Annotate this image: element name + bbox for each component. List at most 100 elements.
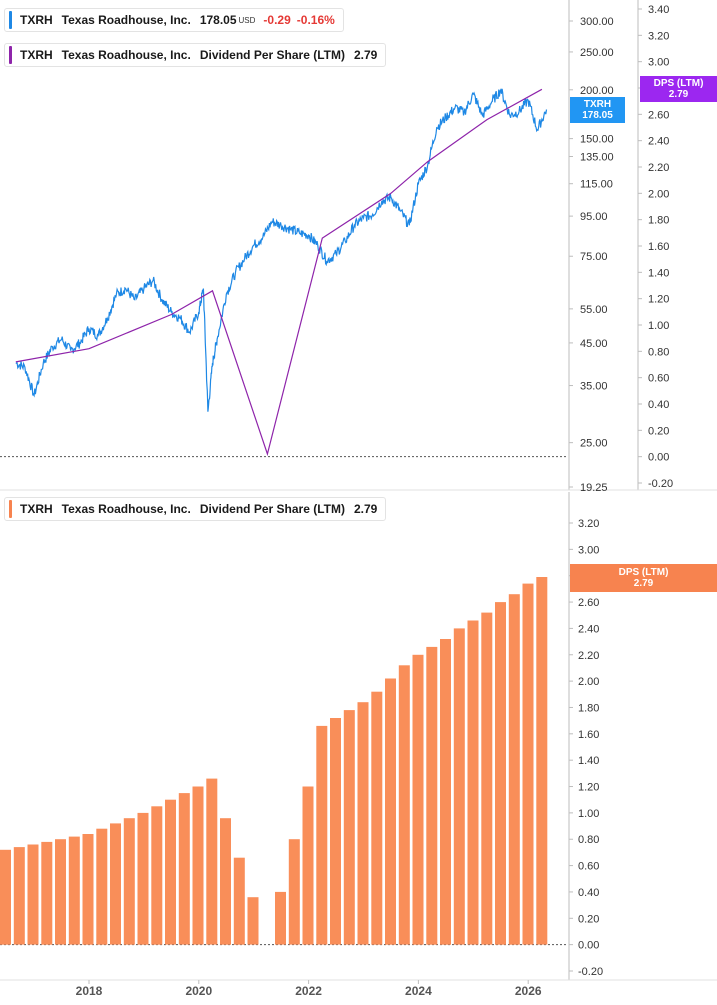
dps-axis-tick-label: 1.00 <box>648 320 669 332</box>
price-axis-tick-label: 25.00 <box>580 438 608 450</box>
dps-bar <box>495 602 506 945</box>
dps-top-tag: DPS (LTM) 2.79 <box>640 76 717 102</box>
price-axis-tick-label: 150.00 <box>580 134 614 146</box>
bar-axis-tick-label: 0.20 <box>578 913 599 925</box>
price-axis-tick-label: 55.00 <box>580 304 608 316</box>
price-axis-tick-label: 19.25 <box>580 482 608 494</box>
bar-axis-tick-label: 0.40 <box>578 887 599 899</box>
dps-legend-top[interactable]: TXRH Texas Roadhouse, Inc. Dividend Per … <box>4 43 387 67</box>
x-axis-tick-label: 2020 <box>185 984 212 998</box>
dps-bar <box>508 594 520 945</box>
x-axis-tick-label: 2024 <box>405 984 432 998</box>
legend-change-pct: -0.16% <box>296 13 335 27</box>
price-line <box>15 88 548 412</box>
price-axis-tick-label: 200.00 <box>580 85 614 97</box>
dps-axis-tick-label: 0.00 <box>648 452 669 464</box>
price-axis-tick-label: 135.00 <box>580 151 614 163</box>
dps-bar <box>371 691 383 945</box>
dps-bar <box>481 612 493 945</box>
bar-axis-tick-label: 2.40 <box>578 623 599 635</box>
legend-company-name: Texas Roadhouse, Inc. <box>61 13 191 27</box>
legend-change: -0.29 <box>263 13 291 27</box>
dps-bottom-tag-label: DPS (LTM) <box>618 567 669 578</box>
txrh-price-tag: TXRH 178.05 <box>570 97 625 123</box>
dps-line <box>15 88 543 457</box>
bar-axis-tick-label: 0.00 <box>578 940 599 952</box>
dps-axis-tick-label: 2.20 <box>648 162 669 174</box>
bar-axis-tick-label: 3.20 <box>578 518 599 530</box>
txrh-tag-price: 178.05 <box>582 110 613 121</box>
bar-axis-tick-label: 1.80 <box>578 702 599 714</box>
dps-bar <box>522 583 534 945</box>
dps-bar <box>275 891 286 945</box>
dps-bar <box>453 628 465 945</box>
legend-currency: USD <box>238 15 256 25</box>
dps-axis-tick-label: 1.40 <box>648 267 669 279</box>
dps-bar <box>440 639 451 945</box>
dps-bar <box>316 725 328 945</box>
legend-metric: Dividend Per Share (LTM) <box>199 502 345 516</box>
bar-axis-tick-label: 2.60 <box>578 597 599 609</box>
dps-legend-bottom[interactable]: TXRH Texas Roadhouse, Inc. Dividend Per … <box>4 497 387 521</box>
dps-bar <box>288 839 300 945</box>
dps-bar <box>233 857 245 945</box>
legend-metric: Dividend Per Share (LTM) <box>199 48 345 62</box>
dps-bar <box>96 828 108 945</box>
dps-bar <box>151 806 163 945</box>
dps-bar <box>247 897 259 945</box>
dps-top-tag-value: 2.79 <box>668 89 689 100</box>
dps-axis-tick-label: 1.60 <box>648 241 669 253</box>
dps-bar <box>137 812 149 945</box>
dps-axis-tick-label: 0.60 <box>648 373 669 385</box>
dps-bar <box>426 646 438 945</box>
x-axis-tick-label: 2022 <box>295 984 322 998</box>
dps-axis-tick-label: 2.60 <box>648 109 669 121</box>
bar-axis-tick-label: 0.60 <box>578 861 599 873</box>
dps-axis-tick-label: 2.40 <box>648 136 669 148</box>
legend-ticker: TXRH <box>20 13 53 27</box>
price-axis-tick-label: 75.00 <box>580 251 608 263</box>
dps-bar <box>27 844 39 945</box>
dps-bar <box>536 577 548 945</box>
dps-bottom-tag-value: 2.79 <box>633 578 654 589</box>
dps-bar <box>178 793 190 945</box>
price-axis-tick-label: 300.00 <box>580 16 614 28</box>
x-axis-tick-label: 2018 <box>76 984 103 998</box>
bar-axis-tick-label: 3.00 <box>578 544 599 556</box>
dps-axis-tick-label: 3.40 <box>648 4 669 16</box>
bar-axis-tick-label: 0.80 <box>578 834 599 846</box>
dps-bar <box>385 678 396 945</box>
price-legend[interactable]: TXRH Texas Roadhouse, Inc. 178.05 USD -0… <box>4 8 344 32</box>
bar-axis-tick-label: -0.20 <box>578 966 603 978</box>
dps-bar <box>302 786 314 945</box>
dps-bar <box>220 818 231 945</box>
bar-axis-tick-label: 1.20 <box>578 782 599 794</box>
dps-legend-bottom-swatch <box>9 500 12 518</box>
bar-axis-tick-label: 1.40 <box>578 755 599 767</box>
dps-axis-tick-label: 1.20 <box>648 294 669 306</box>
dps-bar <box>55 839 66 945</box>
price-legend-swatch <box>9 11 12 29</box>
x-axis-tick-label: 2026 <box>515 984 542 998</box>
legend-value: 2.79 <box>353 48 378 62</box>
dps-bar <box>330 718 341 945</box>
dps-bar <box>0 849 11 945</box>
legend-ticker: TXRH <box>20 502 53 516</box>
dps-bar <box>123 818 135 945</box>
legend-value: 2.79 <box>353 502 378 516</box>
dps-axis-tick-label: 3.20 <box>648 30 669 42</box>
dps-legend-top-swatch <box>9 46 12 64</box>
price-axis-tick-label: 45.00 <box>580 338 608 350</box>
dps-axis-tick-label: 0.80 <box>648 346 669 358</box>
dps-axis-tick-label: 1.80 <box>648 215 669 227</box>
price-axis-tick-label: 250.00 <box>580 47 614 59</box>
bar-axis-tick-label: 2.20 <box>578 650 599 662</box>
dps-axis-tick-label: 2.00 <box>648 188 669 200</box>
bar-axis-tick-label: 2.00 <box>578 676 599 688</box>
dps-axis-tick-label: 3.00 <box>648 57 669 69</box>
dps-bar <box>110 823 121 945</box>
legend-price: 178.05 <box>199 13 237 27</box>
txrh-tag-ticker: TXRH <box>583 99 612 110</box>
dps-bar <box>412 654 424 945</box>
